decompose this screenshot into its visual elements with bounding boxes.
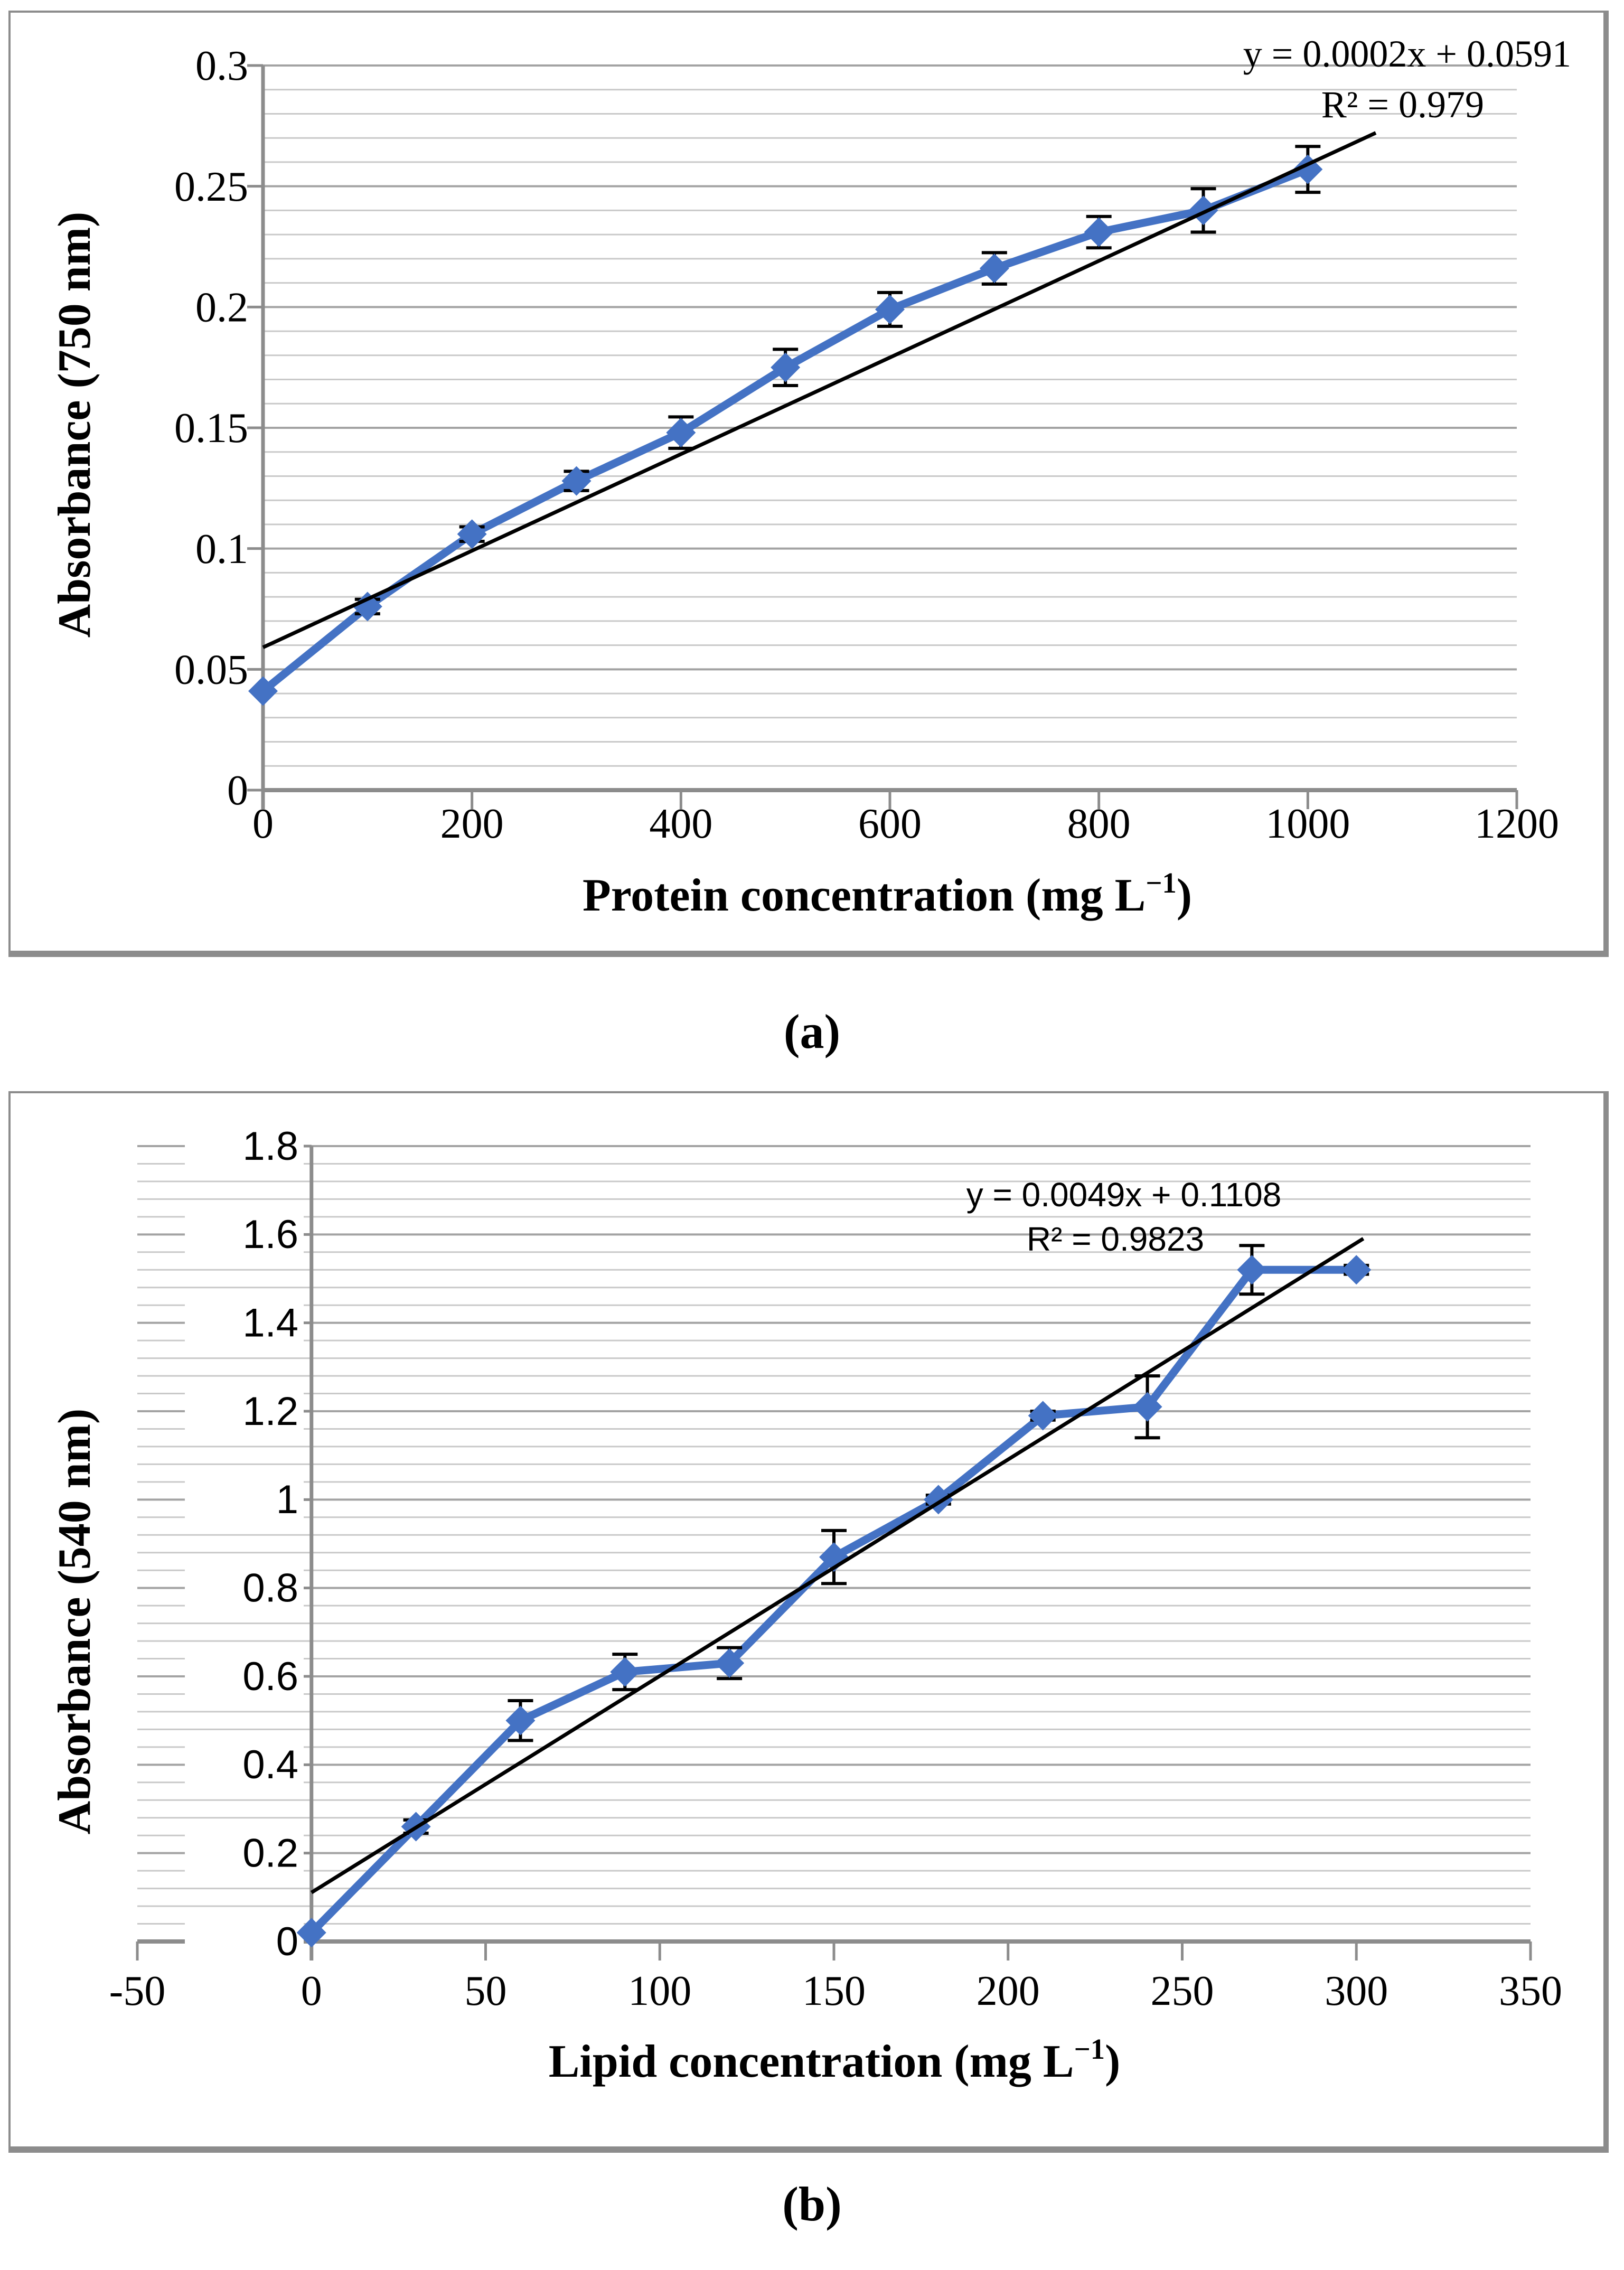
y-tick-label: 0 — [276, 1919, 298, 1964]
y-axis-title: Absorbance (540 nm) — [49, 1409, 100, 1835]
x-tick-label: 250 — [1151, 1968, 1214, 2014]
data-point-marker — [505, 1705, 536, 1736]
y-tick-label: 0.3 — [195, 43, 248, 89]
protein-chart-svg: 0 0.05 0.1 0.15 0.2 0.25 0.3 0 200 400 600 800 1000 1… — [49, 33, 1571, 921]
y-tick-label: 0.2 — [195, 285, 248, 331]
chart-root-lipid-calibration: 0 0.2 0.4 0.6 0.8 1 1.2 1.4 1.6 1.8 -50 0 50 100 150 20… — [49, 1123, 1562, 2087]
r-squared-text: R² = 0.979 — [1321, 83, 1484, 126]
y-tick-label: 0.2 — [242, 1831, 298, 1876]
x-tick-label: 200 — [440, 801, 504, 847]
data-point-marker — [561, 466, 592, 496]
x-tick-label: 0 — [301, 1968, 322, 2014]
data-point-marker — [296, 1918, 326, 1948]
data-point-marker — [1341, 1255, 1372, 1285]
trendline — [310, 1237, 1365, 1894]
x-tick-label: 0 — [252, 801, 274, 847]
x-axis-title: Protein concentration (mg L−1) — [583, 867, 1192, 921]
y-tick-label: 0.15 — [174, 405, 248, 452]
y-tick-label-bg — [185, 1211, 304, 1258]
x-tick-label: 200 — [977, 1968, 1040, 2014]
y-tick-label-bg — [185, 1299, 304, 1346]
x-tick-label: 350 — [1499, 1968, 1562, 2014]
data-point-marker — [979, 254, 1009, 284]
x-tick-label: 800 — [1067, 801, 1131, 847]
x-tick-label: 300 — [1325, 1968, 1388, 2014]
x-tick-label: 1200 — [1475, 801, 1559, 847]
data-point-marker — [819, 1542, 849, 1572]
x-tick-label: 600 — [858, 801, 922, 847]
y-tick-label: 0 — [227, 767, 248, 814]
y-axis-title: Absorbance (750 nm) — [49, 212, 100, 638]
y-tick-label-bg — [185, 1653, 304, 1700]
lipid-chart-svg: 0 0.2 0.4 0.6 0.8 1 1.2 1.4 1.6 1.8 -50 0 50 100 150 20… — [49, 1123, 1562, 2087]
data-point-marker — [666, 418, 696, 448]
caption-b: (b) — [782, 2177, 842, 2231]
x-tick-label: 400 — [649, 801, 712, 847]
y-tick-label-bg — [185, 1476, 304, 1523]
data-point-marker — [352, 592, 382, 622]
data-point-marker — [715, 1648, 745, 1678]
chart-panel-b: 0 0.2 0.4 0.6 0.8 1 1.2 1.4 1.6 1.8 -50 0 50 100 150 20… — [8, 1091, 1609, 2153]
x-axis-title: Lipid concentration (mg L−1) — [549, 2033, 1121, 2087]
y-tick-label: 0.05 — [174, 647, 248, 693]
x-tick-label: -50 — [109, 1968, 166, 2014]
y-tick-label: 1.2 — [242, 1389, 298, 1434]
data-point-marker — [771, 352, 801, 382]
y-tick-label: 0.1 — [195, 526, 248, 573]
caption-a: (a) — [783, 1005, 841, 1058]
y-tick-label: 0.25 — [174, 164, 248, 210]
series-line — [259, 165, 1312, 695]
y-tick-label: 1.4 — [242, 1301, 298, 1346]
trendline — [262, 131, 1377, 649]
x-tick-label: 100 — [628, 1968, 691, 2014]
y-tick-label-bg — [185, 1830, 304, 1877]
x-tick-label: 150 — [802, 1968, 866, 2014]
y-tick-label-bg — [185, 1564, 304, 1611]
equation-text: y = 0.0049x + 0.1108 — [966, 1176, 1282, 1214]
chart-root-protein-calibration: 0 0.05 0.1 0.15 0.2 0.25 0.3 0 200 400 600 800 1000 1… — [49, 33, 1571, 921]
x-tick-label: 1000 — [1265, 801, 1350, 847]
y-tick-label: 1 — [276, 1477, 298, 1522]
y-tick-label: 0.4 — [242, 1742, 298, 1787]
data-point-marker — [610, 1657, 640, 1687]
y-tick-label-bg — [185, 1918, 304, 1965]
series-line — [307, 1265, 1360, 1937]
data-point-marker — [1188, 195, 1218, 226]
data-point-marker — [1132, 1392, 1162, 1422]
equation-text: y = 0.0002x + 0.0591 — [1243, 33, 1571, 75]
y-tick-label: 1.6 — [242, 1212, 298, 1257]
data-point-marker — [1028, 1401, 1058, 1431]
y-tick-label-bg — [185, 1388, 304, 1434]
data-point-marker — [1084, 217, 1114, 247]
y-tick-label: 0.6 — [242, 1654, 298, 1699]
r-squared-text: R² = 0.9823 — [1027, 1220, 1204, 1258]
data-point-marker — [248, 676, 278, 706]
x-tick-label: 50 — [465, 1968, 507, 2014]
y-tick-label: 0.8 — [242, 1566, 298, 1611]
data-point-marker — [457, 519, 487, 549]
data-point-marker — [875, 294, 905, 324]
y-tick-label-bg — [185, 1741, 304, 1788]
y-tick-label-bg — [185, 1123, 304, 1169]
y-tick-label: 1.8 — [242, 1124, 298, 1169]
chart-panel-a: 0 0.05 0.1 0.15 0.2 0.25 0.3 0 200 400 600 800 1000 1… — [8, 11, 1609, 957]
data-point-marker — [1237, 1255, 1267, 1285]
